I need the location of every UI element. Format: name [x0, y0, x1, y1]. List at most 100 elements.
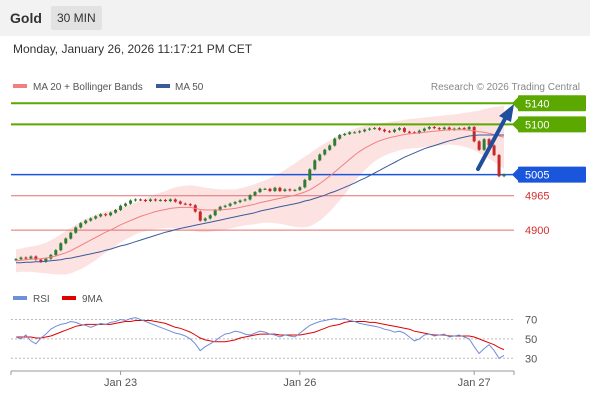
- candle-body: [303, 179, 307, 188]
- candle-body: [482, 139, 486, 150]
- candle-body: [228, 203, 232, 206]
- candle-body: [258, 188, 262, 193]
- time-tick-label: Jan 26: [283, 377, 316, 389]
- level-tag-pointer-5005: [512, 168, 518, 181]
- candle-body: [233, 202, 237, 204]
- ma20-line: [15, 129, 505, 262]
- candle-body: [308, 169, 312, 180]
- level-label-5005: 5005: [525, 170, 549, 182]
- candle-body: [278, 187, 282, 191]
- level-label-5140: 5140: [525, 98, 549, 110]
- candle-body: [124, 203, 128, 206]
- candle-body: [183, 203, 187, 205]
- candle-body: [79, 223, 83, 228]
- candle-body: [402, 128, 406, 132]
- candle-body: [348, 132, 352, 134]
- candle-body: [129, 200, 133, 204]
- candle-body: [238, 200, 242, 203]
- candle-body: [487, 139, 491, 146]
- candle-body: [89, 218, 93, 221]
- candle-body: [313, 160, 317, 170]
- candle-body: [94, 216, 98, 219]
- candle-body: [392, 129, 396, 132]
- candle-body: [143, 199, 147, 202]
- legend-ma50-label: MA 50: [175, 82, 204, 93]
- candle-body: [213, 210, 217, 216]
- candle-body: [243, 199, 247, 201]
- level-tag-pointer-5100: [512, 118, 518, 131]
- candle-body: [253, 192, 257, 196]
- top-bar: Gold 30 MIN: [0, 0, 590, 36]
- timeframe-button[interactable]: 30 MIN: [51, 6, 102, 30]
- candle-body: [163, 199, 167, 202]
- candle-body: [338, 134, 342, 139]
- candle-body: [248, 195, 252, 200]
- candle-body: [218, 206, 222, 211]
- rsi-tick-label: 70: [525, 315, 537, 327]
- candle-body: [178, 201, 182, 204]
- candle-body: [427, 127, 431, 129]
- candle-body: [134, 199, 138, 201]
- candle-body: [422, 128, 426, 131]
- projection-arrow: [476, 104, 514, 171]
- legend-ma20-swatch: [13, 84, 27, 88]
- candle-body: [283, 189, 287, 191]
- candle-body: [188, 204, 192, 206]
- candle-body: [497, 155, 501, 177]
- candle-body: [153, 199, 157, 201]
- candle-body: [263, 188, 267, 190]
- candle-body: [44, 258, 48, 262]
- candle-body: [59, 243, 63, 251]
- candle-body: [268, 188, 272, 191]
- candle-body: [148, 199, 152, 202]
- candle-body: [74, 227, 78, 233]
- level-label-5100: 5100: [525, 119, 549, 131]
- candle-body: [457, 128, 461, 130]
- candle-body: [417, 130, 421, 133]
- candle-body: [383, 129, 387, 132]
- candle-body: [407, 131, 411, 133]
- candle-body: [54, 250, 58, 255]
- candle-body: [437, 128, 441, 130]
- candle-body: [378, 128, 382, 130]
- ma50-line: [16, 134, 504, 264]
- legend-rsi-swatch: [13, 296, 27, 300]
- candle-body: [114, 210, 118, 213]
- legend-rsi-ma-label: 9MA: [82, 294, 103, 305]
- rsi-tick-label: 30: [525, 353, 537, 365]
- candle-body: [462, 128, 466, 130]
- candle-body: [168, 199, 172, 202]
- candle-body: [397, 128, 401, 130]
- candle-body: [104, 214, 108, 216]
- candle-body: [173, 199, 177, 202]
- level-tag-pointer-5140: [512, 97, 518, 110]
- level-tag-5100: [518, 116, 586, 133]
- candle-body: [203, 218, 207, 221]
- attribution: Research © 2026 Trading Central: [431, 82, 580, 93]
- time-tick-label: Jan 23: [104, 377, 137, 389]
- candle-body: [99, 214, 103, 217]
- candle-body: [273, 187, 277, 191]
- candle-body: [293, 189, 297, 191]
- rsi-panel: 70 50 30: [11, 315, 537, 365]
- candle-body: [412, 132, 416, 134]
- candle-body: [368, 128, 372, 130]
- candle-body: [138, 199, 142, 201]
- time-tick-label: Jan 27: [458, 377, 491, 389]
- candle-body: [318, 154, 322, 161]
- candle-body: [84, 220, 88, 224]
- candle-body: [492, 145, 496, 156]
- candle-body: [119, 205, 123, 211]
- candle-body: [298, 187, 302, 190]
- candle-body: [109, 212, 113, 216]
- legend-rsi-ma-swatch: [62, 296, 76, 300]
- time-axis: Jan 23 Jan 26 Jan 27: [10, 371, 515, 389]
- candle-body: [69, 232, 73, 239]
- legend-ma50-swatch: [156, 84, 170, 88]
- level-tag-5140: [518, 95, 586, 112]
- candle-body: [432, 127, 436, 129]
- candle-body: [24, 257, 28, 259]
- candle-body: [343, 133, 347, 135]
- rsi-line: [15, 317, 505, 359]
